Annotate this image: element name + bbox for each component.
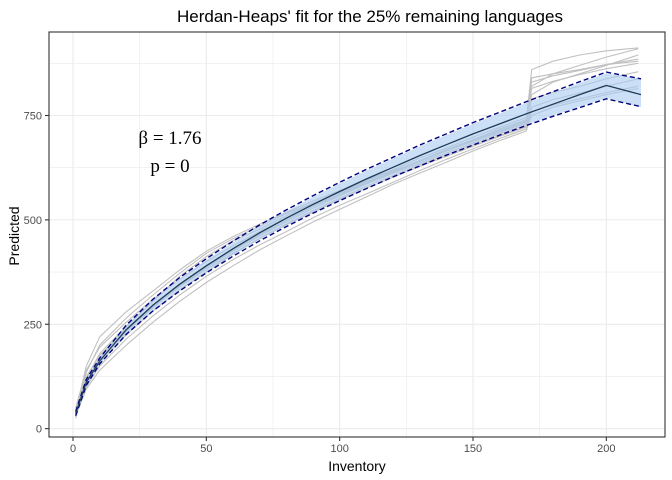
chart-title: Herdan-Heaps' fit for the 25% remaining … (177, 7, 563, 26)
bound-lower-line (75, 98, 642, 416)
x-tick-label: 100 (330, 443, 348, 455)
panel-border (48, 31, 666, 438)
x-axis-title: Inventory (328, 458, 386, 474)
y-axis-title: Predicted (6, 206, 22, 265)
p-value-annotation: p = 0 (150, 156, 189, 177)
fit-line (75, 84, 642, 414)
beta-annotation: β = 1.76 (138, 128, 201, 149)
x-tick-label: 150 (464, 443, 482, 455)
y-tick-label: 500 (24, 215, 42, 227)
x-tick-label: 200 (597, 443, 615, 455)
y-tick-label: 250 (24, 319, 42, 331)
y-tick-label: 0 (36, 424, 42, 436)
x-tick-label: 0 (70, 443, 76, 455)
y-tick-label: 750 (24, 111, 42, 123)
x-tick-label: 50 (200, 443, 212, 455)
bound-upper-line (75, 71, 642, 412)
plot-panel (48, 31, 666, 438)
